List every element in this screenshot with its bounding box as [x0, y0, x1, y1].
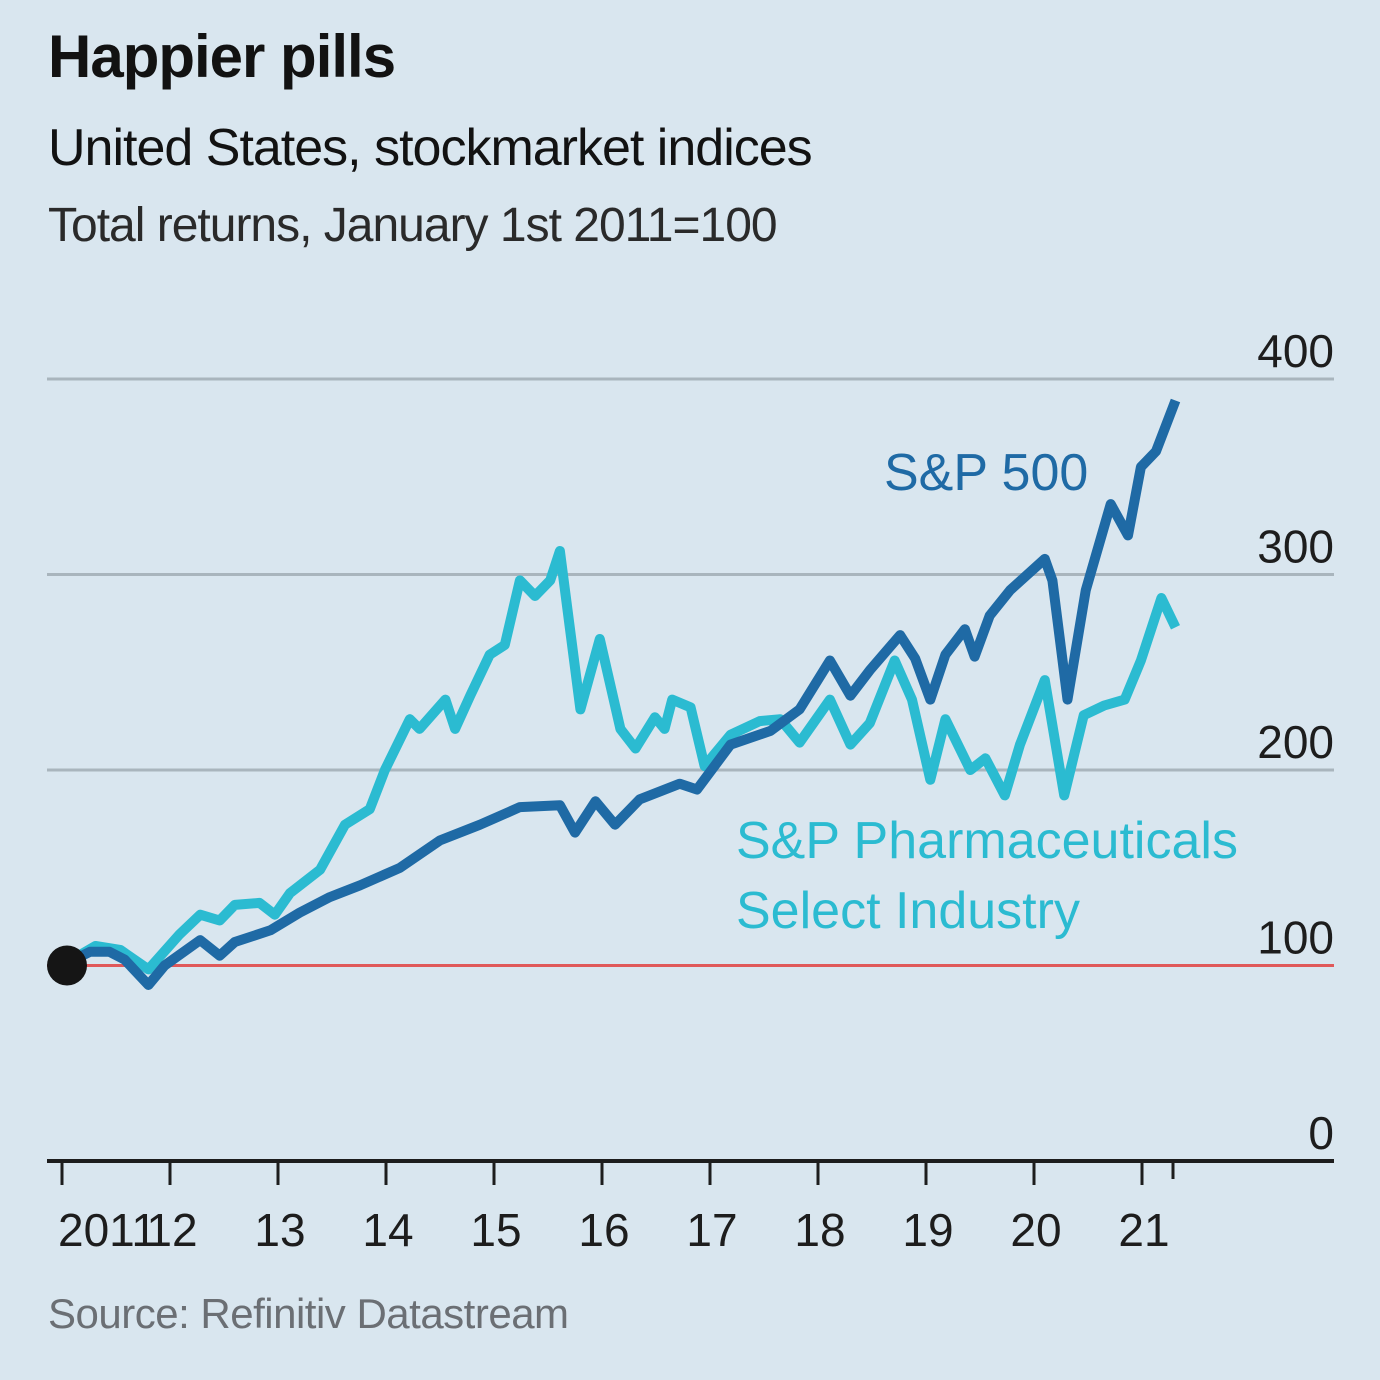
y-axis-ticks: 0 100 200 300 400	[1257, 325, 1334, 1159]
pharma-line	[59, 546, 1181, 975]
series-lines	[59, 398, 1181, 990]
start-dot-marker	[47, 945, 87, 986]
x-tick-label-2017: 17	[686, 1204, 737, 1256]
chart-title: Happier pills	[48, 23, 396, 90]
sp500-label: S&P 500	[884, 444, 1088, 502]
x-tick-label-2014: 14	[362, 1204, 413, 1256]
x-tick-label-2013: 13	[254, 1204, 305, 1256]
y-tick-label-100: 100	[1257, 912, 1334, 964]
start-marker-group	[47, 945, 87, 986]
pharma-label-line1: S&P Pharmaceuticals	[736, 812, 1238, 870]
y-tick-label-200: 200	[1257, 716, 1334, 768]
x-tick-label-2011: 2011	[58, 1204, 157, 1256]
x-tick-label-2021: 21	[1118, 1204, 1169, 1256]
x-tick-label-2020: 20	[1010, 1204, 1061, 1256]
chart-subtitle: United States, stockmarket indices	[48, 119, 813, 177]
y-tick-label-400: 400	[1257, 325, 1334, 377]
x-tick-label-2016: 16	[578, 1204, 629, 1256]
sp500-line	[59, 398, 1181, 990]
pharma-label-line2: Select Industry	[736, 882, 1080, 940]
x-tick-label-2019: 19	[902, 1204, 953, 1256]
gridlines	[47, 377, 1334, 772]
chart-units-note: Total returns, January 1st 2011=100	[48, 199, 778, 252]
y-tick-label-300: 300	[1257, 521, 1334, 573]
y-tick-label-0: 0	[1308, 1107, 1334, 1159]
x-tick-label-2015: 15	[470, 1204, 521, 1256]
x-tick-label-2018: 18	[794, 1204, 845, 1256]
series-labels: S&P 500 S&P Pharmaceuticals Select Indus…	[736, 444, 1238, 940]
source-note: Source: Refinitiv Datastream	[48, 1290, 569, 1337]
x-tick-label-2012: 12	[146, 1204, 197, 1256]
